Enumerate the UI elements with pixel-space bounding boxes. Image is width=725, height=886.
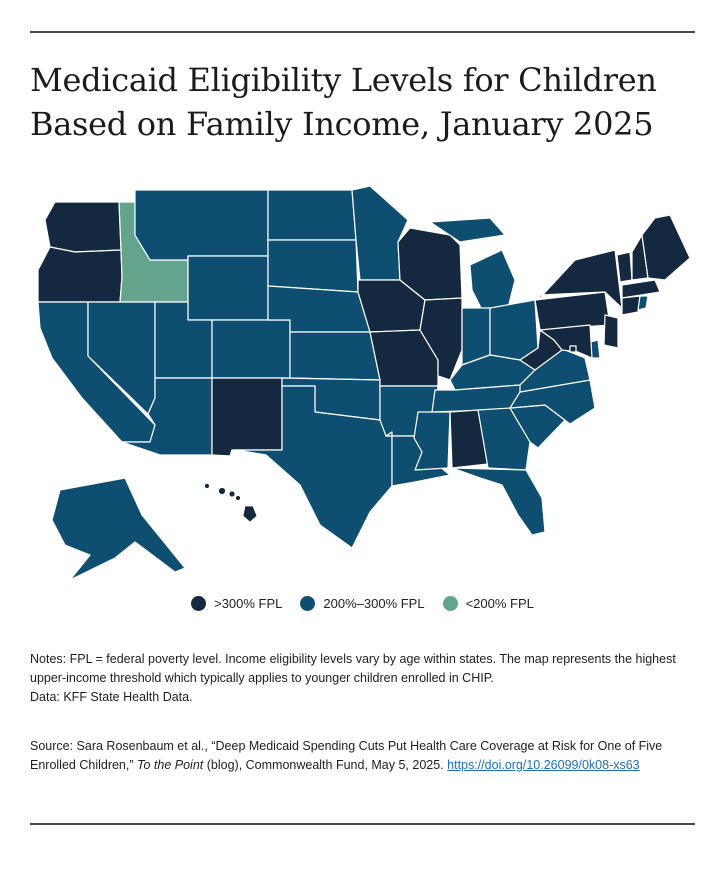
us-map xyxy=(30,180,695,590)
legend-label-mid: 200%–300% FPL xyxy=(323,596,425,611)
source-doi-link[interactable]: https://doi.org/10.26099/0k08-xs63 xyxy=(447,758,640,772)
legend: >300% FPL 200%–300% FPL <200% FPL xyxy=(0,596,725,611)
state-MT xyxy=(134,189,269,261)
source-suffix: (blog), Commonwealth Fund, May 5, 2025. xyxy=(203,758,448,772)
state-HI xyxy=(204,483,258,523)
state-RI xyxy=(637,295,649,311)
state-PA xyxy=(534,291,611,331)
top-rule xyxy=(30,31,695,33)
state-VT xyxy=(616,251,633,283)
state-NM xyxy=(211,377,283,457)
state-CT xyxy=(621,295,641,316)
us-map-svg xyxy=(37,185,691,581)
state-GA xyxy=(477,407,531,471)
state-OH xyxy=(489,299,539,361)
state-WY xyxy=(187,255,269,321)
state-WA xyxy=(44,201,122,253)
notes: Notes: FPL = federal poverty level. Inco… xyxy=(30,650,695,707)
state-NJ xyxy=(603,314,619,349)
source-prefix: Source: Sara Rosenbaum et al., “Deep Med… xyxy=(30,739,663,772)
data-source-text: Data: KFF State Health Data. xyxy=(30,690,193,704)
notes-text: Notes: FPL = federal poverty level. Inco… xyxy=(30,652,676,685)
state-AK xyxy=(51,477,186,581)
state-MD xyxy=(539,324,593,359)
legend-swatch-low xyxy=(442,596,458,611)
chart-title: Medicaid Eligibility Levels for Children… xyxy=(30,61,657,143)
state-ND xyxy=(267,189,357,241)
state-OR xyxy=(37,246,123,303)
state-WI xyxy=(397,227,463,301)
legend-label-high: >300% FPL xyxy=(214,596,283,611)
state-FL xyxy=(451,467,546,536)
state-SD xyxy=(267,239,359,293)
state-KS xyxy=(289,331,381,381)
state-CO xyxy=(211,319,291,379)
state-TX xyxy=(235,385,393,549)
state-MA xyxy=(621,279,661,299)
legend-item-low: <200% FPL xyxy=(442,596,534,611)
legend-item-high: >300% FPL xyxy=(191,596,282,611)
state-ME xyxy=(641,214,691,281)
legend-label-low: <200% FPL xyxy=(465,596,534,611)
state-IL xyxy=(419,297,463,381)
legend-swatch-high xyxy=(191,596,207,611)
state-MS xyxy=(413,411,451,471)
legend-item-mid: 200%–300% FPL xyxy=(300,596,425,611)
source-citation: Source: Sara Rosenbaum et al., “Deep Med… xyxy=(30,737,695,775)
source-publication: To the Point xyxy=(137,758,204,772)
legend-swatch-mid xyxy=(300,596,316,611)
state-DC xyxy=(569,345,577,353)
bottom-rule xyxy=(30,823,695,825)
